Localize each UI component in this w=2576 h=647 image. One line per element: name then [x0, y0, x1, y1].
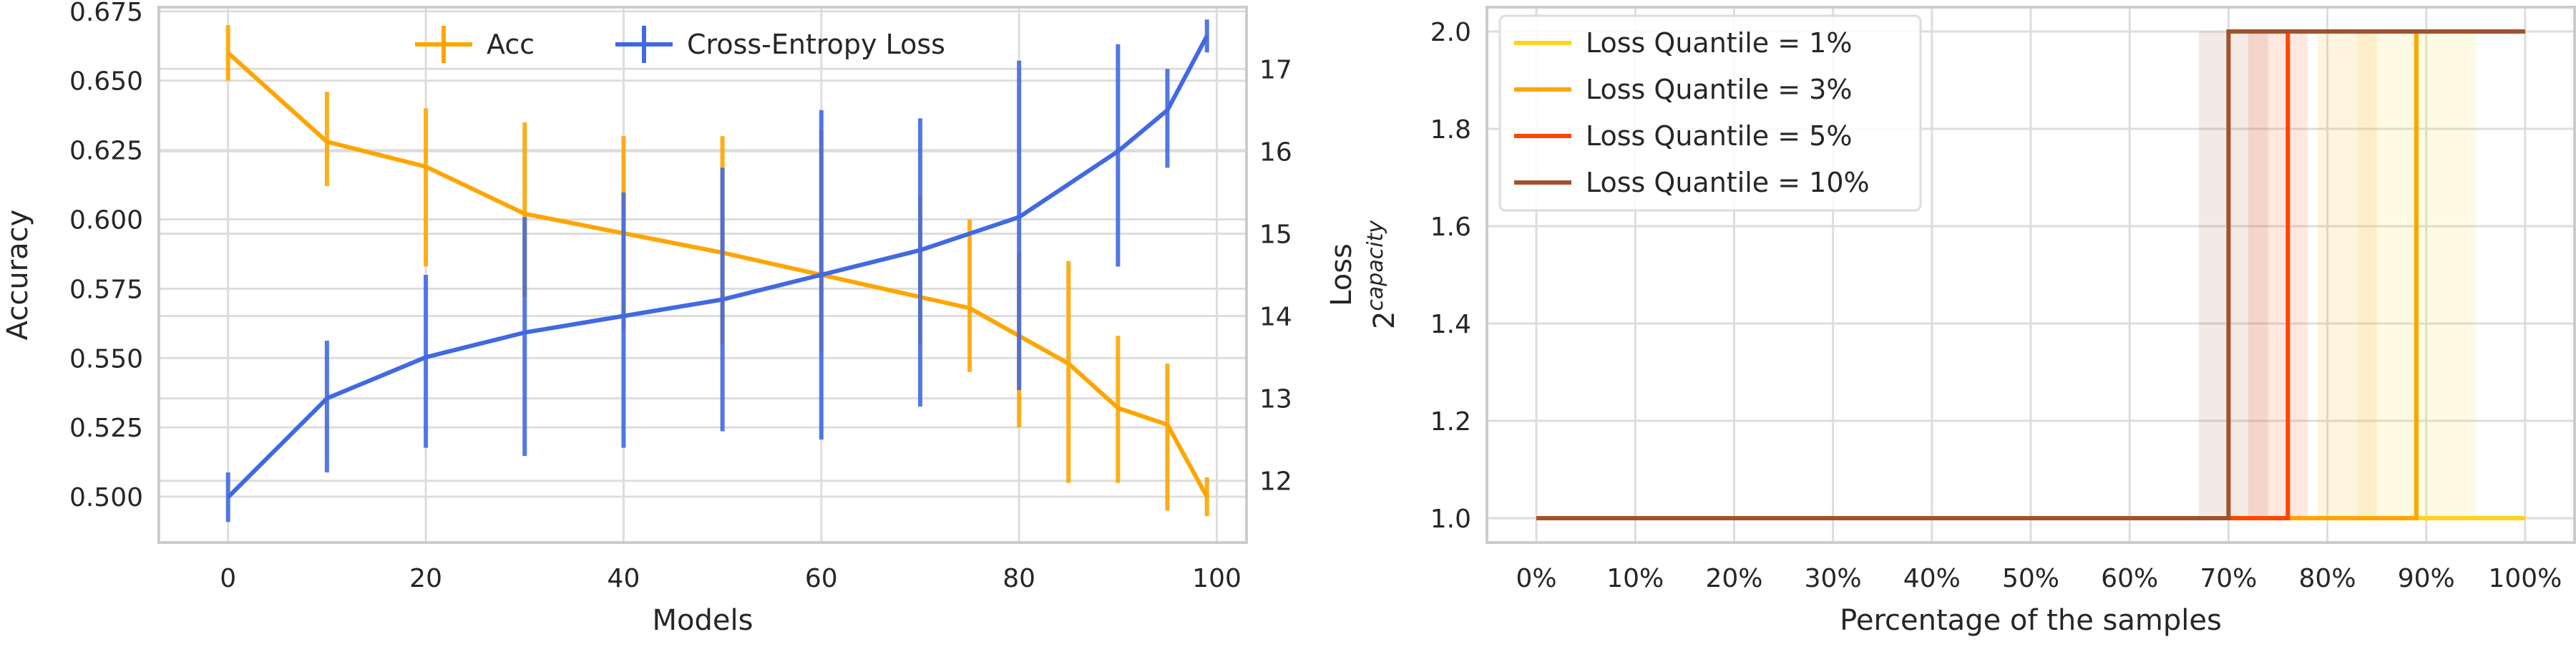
capacity-legend-label-1: Loss Quantile = 3% [1586, 74, 1852, 105]
capacity-legend: Loss Quantile = 1% Loss Quantile = 3% Loss… [1498, 14, 1922, 212]
series-line-0 [226, 51, 1209, 498]
right-y-tick-label: 13 [1259, 385, 1292, 414]
left-y-tick-label: 0.500 [69, 483, 143, 512]
left-y-axis-label: Accuracy [1, 210, 34, 341]
left-x-ticks: 0 20 40 60 80 100 [220, 564, 1241, 593]
right-y-tick-label: 17 [1259, 55, 1292, 84]
capacity-y-tick-label: 1.2 [1430, 407, 1471, 437]
capacity-y-axis-base: 2 [1368, 311, 1401, 329]
capacity-legend-label-3: Loss Quantile = 10% [1586, 167, 1870, 198]
left-x-tick-label: 40 [608, 564, 640, 593]
capacity-x-axis-label: Percentage of the samples [1840, 604, 2222, 637]
accuracy-loss-chart: 0 20 40 60 80 100 0.5000.5250.5500.5750.6000.… [1, 0, 1358, 637]
capacity-x-tick-label: 100% [2488, 564, 2562, 593]
series-line-1 [226, 34, 1209, 499]
left-x-tick-label: 80 [1002, 564, 1035, 593]
legend-frame [1498, 14, 1922, 212]
confidence-band-3 [2198, 31, 2268, 518]
right-y-tick-label: 14 [1259, 303, 1292, 332]
capacity-y-axis-label: 2capacity [1363, 220, 1401, 329]
capacity-y-axis-exponent: capacity [1363, 220, 1388, 311]
capacity-grid [1487, 7, 2575, 543]
capacity-x-tick-label: 0% [1516, 564, 1557, 593]
left-y-tick-label: 0.625 [69, 137, 143, 166]
capacity-y-tick-label: 2.0 [1430, 18, 1471, 47]
capacity-x-tick-label: 20% [1705, 564, 1762, 593]
legend-label-0: Acc [487, 29, 535, 60]
left-y-tick-label: 0.525 [69, 414, 143, 443]
capacity-y-tick-label: 1.0 [1430, 505, 1471, 534]
left-y-tick-label: 0.575 [69, 275, 143, 304]
left-x-tick-label: 100 [1192, 564, 1241, 593]
capacity-y-ticks: 1.0 1.2 1.4 1.6 1.8 2.0 [1430, 18, 1471, 534]
capacity-x-ticks: 0% 10% 20% 30% 40% 50% 60% 70% 80% 90% 100% [1516, 564, 2562, 593]
legend-label-1: Cross-Entropy Loss [687, 29, 945, 60]
capacity-legend-label-0: Loss Quantile = 1% [1586, 27, 1852, 59]
left-y-tick-label: 0.650 [69, 67, 143, 97]
capacity-x-tick-label: 10% [1606, 564, 1664, 593]
left-marks [225, 19, 1209, 522]
right-plot-frame [1485, 6, 2576, 544]
left-y-tick-label: 0.550 [69, 344, 143, 374]
confidence-band-1 [2317, 31, 2377, 518]
capacity-x-tick-label: 80% [2299, 564, 2356, 593]
left-y-ticks: 0.500 0.525 0.550 0.575 0.600 0.625 0.650 0.675 [69, 0, 143, 512]
capacity-y-tick-label: 1.6 [1430, 213, 1471, 242]
capacity-x-tick-label: 30% [1805, 564, 1862, 593]
right-y-tick-label: 16 [1259, 137, 1292, 167]
capacity-x-tick-label: 60% [2101, 564, 2158, 593]
capacity-y-tick-label: 1.4 [1430, 310, 1471, 339]
step-line-3 [1536, 29, 2525, 520]
capacity-x-tick-label: 70% [2200, 564, 2257, 593]
right-y-tick-label: 12 [1259, 467, 1292, 497]
capacity-x-tick-label: 90% [2398, 564, 2455, 593]
left-y-tick-label: 0.675 [69, 0, 143, 27]
capacity-y-tick-label: 1.8 [1430, 115, 1471, 145]
left-plot-frame [157, 6, 1248, 544]
left-x-tick-label: 20 [409, 564, 442, 593]
left-x-tick-label: 0 [220, 564, 236, 593]
left-legend: Acc Cross-Entropy Loss [415, 26, 945, 63]
capacity-chart: 0% 10% 20% 30% 40% 50% 60% 70% 80% 90% 100% 1.0 1.2… [1363, 6, 2576, 637]
capacity-marks [1536, 29, 2525, 520]
capacity-bands [2198, 31, 2476, 518]
capacity-legend-label-2: Loss Quantile = 5% [1586, 120, 1852, 152]
right-y-tick-label: 15 [1259, 220, 1292, 249]
confidence-band-2 [2248, 31, 2308, 518]
right-y-axis-label: Loss [1325, 243, 1358, 306]
left-grid [159, 7, 1246, 543]
left-x-tick-label: 60 [805, 564, 838, 593]
left-y-tick-label: 0.600 [69, 205, 143, 235]
right-y-ticks: 12 13 14 15 16 17 [1259, 55, 1292, 496]
capacity-x-tick-label: 40% [1903, 564, 1961, 593]
left-x-axis-label: Models [653, 604, 753, 637]
capacity-x-tick-label: 50% [2002, 564, 2059, 593]
